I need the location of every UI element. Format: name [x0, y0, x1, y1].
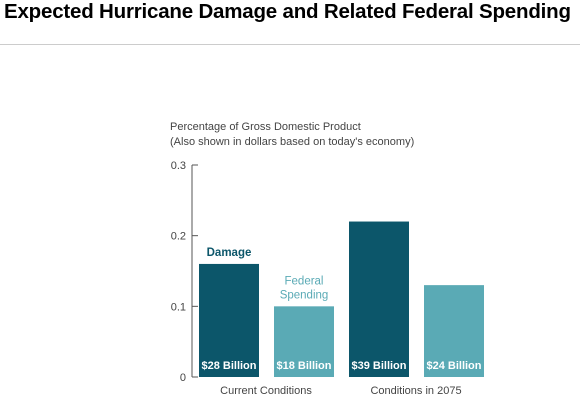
page-title: Expected Hurricane Damage and Related Fe… [4, 0, 571, 23]
series-label-federal-spending: Spending [280, 289, 329, 301]
bar-value-label: $28 Billion [201, 360, 256, 372]
series-label-federal-spending: Federal [285, 275, 324, 287]
bar-value-label: $39 Billion [351, 360, 406, 372]
x-category-label: Conditions in 2075 [370, 385, 461, 397]
y-axis-label: Percentage of Gross Domestic Product [170, 121, 361, 133]
y-tick-label: 0.2 [171, 231, 186, 243]
bar-federal-spending-current [274, 306, 334, 377]
y-tick-label: 0.1 [171, 301, 186, 313]
bar-damage-current [199, 263, 259, 377]
chart-bars [199, 221, 484, 377]
y-tick-label: 0.3 [171, 160, 186, 172]
y-axis-label-note: (Also shown in dollars based on today's … [170, 136, 414, 148]
bar-value-label: $24 Billion [426, 360, 481, 372]
y-tick-label: 0 [180, 372, 186, 384]
chart-axes [191, 164, 198, 378]
series-label-damage: Damage [207, 247, 252, 259]
bar-damage-2075 [349, 221, 409, 377]
bar-federal-spending-2075 [424, 285, 484, 377]
title-divider [0, 44, 580, 45]
chart-labels: 0 0.1 0.2 0.3 $28 Billion $39 Billion $18 Bill… [171, 160, 482, 397]
x-category-label: Current Conditions [220, 385, 312, 397]
bar-value-label: $18 Billion [276, 360, 331, 372]
